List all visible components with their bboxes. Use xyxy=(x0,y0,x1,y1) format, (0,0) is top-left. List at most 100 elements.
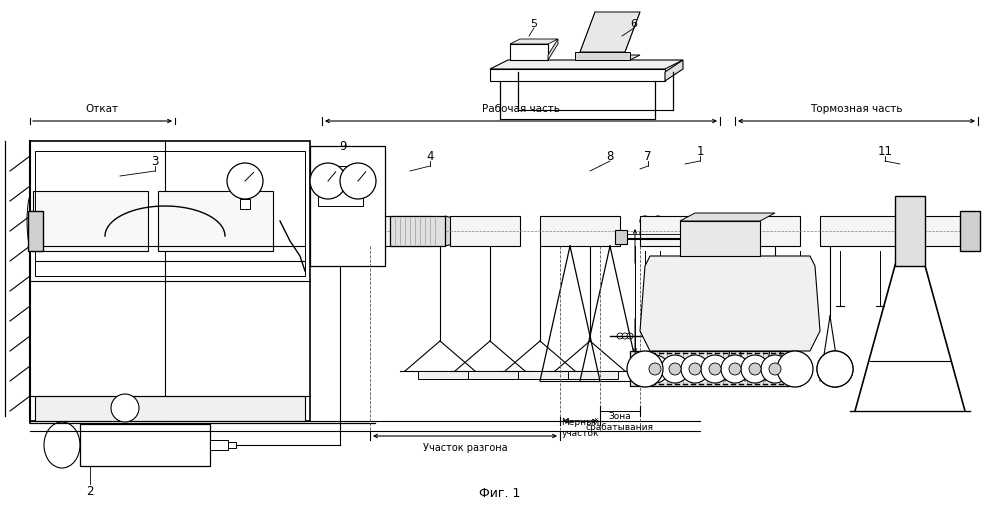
Polygon shape xyxy=(640,256,820,351)
Bar xyxy=(240,199,250,209)
Circle shape xyxy=(761,355,789,383)
Bar xyxy=(35,151,305,276)
Circle shape xyxy=(640,216,650,226)
Bar xyxy=(318,166,363,206)
Bar xyxy=(228,442,236,448)
Circle shape xyxy=(310,163,346,199)
Circle shape xyxy=(967,218,973,224)
Circle shape xyxy=(111,394,139,422)
Circle shape xyxy=(340,163,376,199)
Text: Откат: Откат xyxy=(86,104,119,114)
Polygon shape xyxy=(630,351,800,386)
Bar xyxy=(195,216,322,246)
Bar xyxy=(960,211,980,251)
Circle shape xyxy=(817,351,853,387)
Bar xyxy=(820,216,900,246)
Polygon shape xyxy=(830,351,840,386)
Circle shape xyxy=(627,351,663,387)
Bar xyxy=(518,371,568,379)
Circle shape xyxy=(605,236,615,246)
Ellipse shape xyxy=(266,191,278,251)
Ellipse shape xyxy=(152,191,164,251)
Bar xyxy=(450,216,520,246)
Bar xyxy=(910,216,978,246)
Text: 7: 7 xyxy=(644,150,651,162)
Polygon shape xyxy=(665,60,683,81)
Bar xyxy=(310,146,385,266)
Circle shape xyxy=(669,363,681,375)
Text: Рабочая часть: Рабочая часть xyxy=(482,104,560,114)
Text: 9: 9 xyxy=(340,140,347,152)
Circle shape xyxy=(653,216,663,226)
Text: 8: 8 xyxy=(606,150,613,162)
Circle shape xyxy=(689,363,701,375)
Text: 11: 11 xyxy=(877,145,892,157)
Circle shape xyxy=(565,236,575,246)
Circle shape xyxy=(102,308,158,364)
Circle shape xyxy=(622,333,628,339)
Circle shape xyxy=(681,355,709,383)
Polygon shape xyxy=(680,213,775,221)
Bar xyxy=(323,199,333,209)
Circle shape xyxy=(741,355,769,383)
Circle shape xyxy=(649,363,661,375)
Bar xyxy=(730,216,800,246)
Polygon shape xyxy=(490,60,683,69)
Bar xyxy=(490,69,665,81)
Circle shape xyxy=(167,308,223,364)
Circle shape xyxy=(709,363,721,375)
Ellipse shape xyxy=(27,191,39,251)
Circle shape xyxy=(641,355,669,383)
Bar xyxy=(895,196,925,266)
Bar xyxy=(30,141,310,421)
Circle shape xyxy=(627,333,633,339)
Text: Фиг. 1: Фиг. 1 xyxy=(480,486,520,499)
Circle shape xyxy=(721,355,749,383)
Circle shape xyxy=(617,333,623,339)
Circle shape xyxy=(640,228,650,238)
Bar xyxy=(640,216,710,246)
Bar xyxy=(158,191,273,251)
Circle shape xyxy=(777,351,813,387)
Circle shape xyxy=(769,363,781,375)
Text: Участок разгона: Участок разгона xyxy=(423,443,507,453)
Polygon shape xyxy=(510,39,558,44)
Ellipse shape xyxy=(141,191,153,251)
Bar xyxy=(210,440,228,450)
Bar xyxy=(510,44,548,60)
Bar xyxy=(615,230,627,244)
Bar xyxy=(30,216,175,246)
Circle shape xyxy=(967,228,973,234)
Bar xyxy=(575,52,630,60)
Circle shape xyxy=(217,308,273,364)
Circle shape xyxy=(749,363,761,375)
Text: Зона
срабатывания: Зона срабатывания xyxy=(586,412,654,432)
Bar xyxy=(468,371,518,379)
Polygon shape xyxy=(548,39,558,60)
Text: 4: 4 xyxy=(427,150,434,162)
Text: 2: 2 xyxy=(86,484,94,498)
Bar xyxy=(80,424,210,466)
Circle shape xyxy=(729,363,741,375)
Circle shape xyxy=(967,238,973,244)
Circle shape xyxy=(52,308,108,364)
Text: Тормозная часть: Тормозная часть xyxy=(810,104,902,114)
Polygon shape xyxy=(580,12,640,52)
Ellipse shape xyxy=(44,422,80,468)
Bar xyxy=(353,199,363,209)
Text: Мерный
участок: Мерный участок xyxy=(560,419,599,438)
Bar xyxy=(28,211,43,251)
Bar xyxy=(33,191,148,251)
Bar xyxy=(390,216,445,246)
Circle shape xyxy=(653,228,663,238)
Bar xyxy=(35,396,305,421)
Text: 5: 5 xyxy=(530,19,537,29)
Circle shape xyxy=(701,355,729,383)
Text: 6: 6 xyxy=(630,19,637,29)
Bar xyxy=(568,371,618,379)
Circle shape xyxy=(817,351,853,387)
Circle shape xyxy=(661,355,689,383)
Circle shape xyxy=(227,163,263,199)
Bar xyxy=(680,221,760,256)
Bar xyxy=(540,216,620,246)
